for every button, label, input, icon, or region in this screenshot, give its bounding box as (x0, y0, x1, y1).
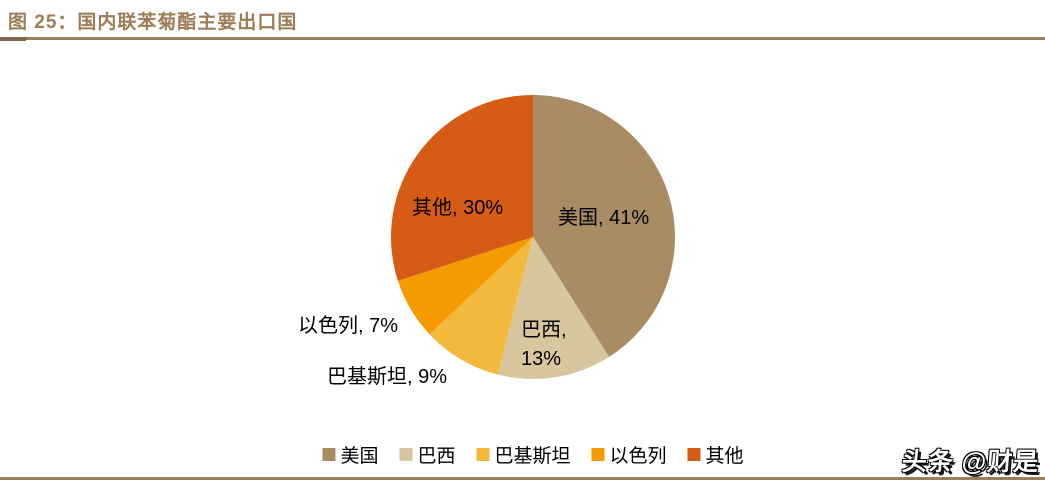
chart-legend: 美国 巴西 巴基斯坦 以色列 其他 (322, 441, 744, 468)
legend-label-brazil: 巴西 (417, 446, 456, 467)
legend-item-israel: 以色列 (591, 441, 667, 468)
pie-label-israel: 以色列, 7% (298, 315, 399, 337)
legend-item-brazil: 巴西 (399, 441, 455, 468)
pie-slice-israel (397, 237, 533, 335)
legend-label-others: 其他 (705, 446, 744, 467)
legend-item-others: 其他 (687, 441, 744, 468)
legend-label-israel: 以色列 (609, 446, 667, 467)
legend-label-usa: 美国 (340, 446, 379, 467)
legend-swatch-pakistan (476, 448, 490, 461)
title-separator-rule-cap (0, 37, 26, 41)
pie-chart-area (391, 95, 675, 379)
legend-swatch-usa (322, 448, 336, 461)
legend-swatch-israel (591, 448, 605, 461)
toutiao-watermark: 头条 @财是 (900, 448, 1040, 476)
title-separator-rule (0, 37, 1045, 40)
bottom-rule (0, 477, 1045, 480)
pie-slice-pakistan (429, 237, 533, 375)
legend-swatch-others (687, 448, 701, 461)
pie-label-pakistan: 巴基斯坦, 9% (327, 366, 448, 388)
pie-label-usa: 美国, 41% (558, 207, 650, 229)
pie-label-others: 其他, 30% (412, 197, 504, 219)
pie-slice-others (391, 95, 533, 281)
pie-chart (391, 95, 675, 379)
legend-item-usa: 美国 (322, 441, 378, 468)
legend-label-pakistan: 巴基斯坦 (494, 446, 571, 467)
legend-item-pakistan: 巴基斯坦 (476, 441, 571, 468)
figure-title: 图 25：国内联苯菊酯主要出口国 (8, 12, 298, 33)
pie-slice-usa (533, 95, 675, 357)
pie-slice-brazil (497, 237, 610, 379)
legend-swatch-brazil (399, 448, 413, 461)
pie-label-brazil: 巴西, 13% (521, 319, 567, 370)
